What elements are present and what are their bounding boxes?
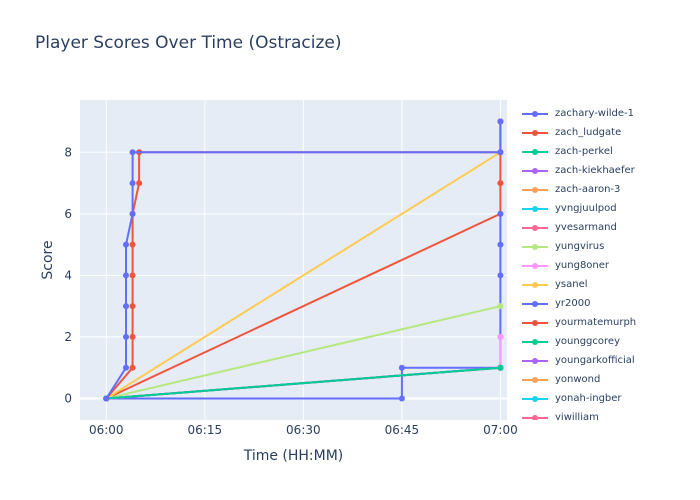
- series-line: [105, 151, 501, 400]
- legend-swatch: [522, 186, 548, 193]
- legend-label: yung8oner: [555, 260, 610, 271]
- legend-label: yungvirus: [555, 241, 605, 252]
- series-zachary-wilde-1[interactable]: [103, 118, 504, 402]
- legend-item[interactable]: ysanel: [520, 275, 698, 294]
- y-tick-label: 2: [64, 330, 72, 344]
- legend-item[interactable]: yonwond: [520, 370, 698, 389]
- legend-item[interactable]: zach-perkel: [520, 142, 698, 161]
- data-point[interactable]: [122, 241, 129, 248]
- data-point[interactable]: [497, 364, 504, 371]
- y-tick-label: 0: [64, 391, 72, 405]
- y-tick-label: 8: [64, 145, 72, 159]
- data-point[interactable]: [497, 118, 504, 125]
- legend-swatch: [522, 243, 548, 250]
- data-point[interactable]: [497, 303, 504, 310]
- legend-item[interactable]: zachary-wilde-1: [520, 104, 698, 123]
- legend-label: zach_ludgate: [555, 127, 622, 138]
- legend-swatch: [522, 110, 548, 117]
- legend-item[interactable]: youngarkofficial: [520, 351, 698, 370]
- x-tick-label: 06:00: [89, 423, 124, 437]
- legend-swatch: [522, 262, 548, 269]
- y-tick-label: 6: [64, 207, 72, 221]
- legend-label: yiwilliam: [555, 412, 599, 420]
- data-point[interactable]: [122, 303, 129, 310]
- data-point[interactable]: [129, 333, 136, 340]
- data-point[interactable]: [129, 241, 136, 248]
- legend-swatch: [522, 281, 548, 288]
- legend-label: yr2000: [555, 298, 591, 309]
- legend-item[interactable]: yourmatemurph: [520, 313, 698, 332]
- chart-title: Player Scores Over Time (Ostracize): [35, 33, 342, 53]
- legend-swatch: [522, 205, 548, 212]
- legend-swatch: [522, 395, 548, 402]
- plot-background: [80, 100, 507, 420]
- x-tick-label: 06:30: [286, 423, 321, 437]
- legend-label: ysanel: [555, 279, 588, 290]
- data-point[interactable]: [497, 180, 504, 187]
- legend-label: youngarkofficial: [555, 355, 635, 366]
- legend-label: zach-perkel: [555, 146, 613, 157]
- data-point[interactable]: [497, 241, 504, 248]
- legend-item[interactable]: zach-kiekhaefer: [520, 161, 698, 180]
- data-point[interactable]: [103, 395, 110, 402]
- series-layer: [103, 118, 504, 402]
- data-point[interactable]: [129, 210, 136, 217]
- legend-item[interactable]: zach-aaron-3: [520, 180, 698, 199]
- series-line: [106, 305, 501, 400]
- legend-swatch: [522, 224, 548, 231]
- legend-item[interactable]: yvngjuulpod: [520, 199, 698, 218]
- tick-labels: 06:00 06:15 06:30 06:45 07:00 0 2 4 6 8: [64, 145, 517, 437]
- data-point[interactable]: [122, 272, 129, 279]
- legend-swatch: [522, 300, 548, 307]
- legend-item[interactable]: zach_ludgate: [520, 123, 698, 142]
- y-axis-title: Score: [40, 240, 56, 279]
- legend-swatch: [522, 148, 548, 155]
- legend-item[interactable]: yonah-ingber: [520, 389, 698, 408]
- legend-label: yourmatemurph: [555, 317, 637, 328]
- legend-swatch: [522, 319, 548, 326]
- legend-swatch: [522, 129, 548, 136]
- legend-item[interactable]: yiwilliam: [520, 408, 698, 420]
- legend-label: younggcorey: [555, 336, 620, 347]
- x-tick-label: 06:15: [188, 423, 223, 437]
- data-point[interactable]: [129, 149, 136, 156]
- data-point[interactable]: [122, 333, 129, 340]
- data-point[interactable]: [398, 395, 405, 402]
- data-point[interactable]: [136, 180, 143, 187]
- legend-swatch: [522, 414, 548, 420]
- legend-item[interactable]: yvesarmand: [520, 218, 698, 237]
- legend[interactable]: zachary-wilde-1 zach_ludgate zach-perkel za…: [520, 104, 698, 420]
- legend-item[interactable]: yungvirus: [520, 237, 698, 256]
- x-axis-title: Time (HH:MM): [243, 448, 344, 464]
- legend-item[interactable]: yung8oner: [520, 256, 698, 275]
- legend-swatch: [522, 167, 548, 174]
- legend-label: yvesarmand: [555, 222, 617, 233]
- legend-label: yonah-ingber: [555, 393, 622, 404]
- x-tick-label: 06:45: [385, 423, 420, 437]
- x-tick-label: 07:00: [483, 423, 518, 437]
- data-point[interactable]: [497, 333, 504, 340]
- data-point[interactable]: [497, 210, 504, 217]
- legend-label: yvngjuulpod: [555, 203, 617, 214]
- legend-item[interactable]: younggcorey: [520, 332, 698, 351]
- legend-label: yonwond: [555, 374, 601, 385]
- series-line: [106, 366, 501, 400]
- data-point[interactable]: [129, 303, 136, 310]
- data-point[interactable]: [129, 272, 136, 279]
- legend-label: zach-aaron-3: [555, 184, 621, 195]
- data-point[interactable]: [122, 364, 129, 371]
- y-tick-label: 4: [64, 268, 72, 282]
- data-point[interactable]: [398, 364, 405, 371]
- data-point[interactable]: [129, 364, 136, 371]
- legend-label: zach-kiekhaefer: [555, 165, 635, 176]
- legend-item[interactable]: yr2000: [520, 294, 698, 313]
- legend-swatch: [522, 357, 548, 364]
- legend-swatch: [522, 376, 548, 383]
- data-point[interactable]: [129, 180, 136, 187]
- data-point[interactable]: [497, 149, 504, 156]
- data-point[interactable]: [497, 272, 504, 279]
- legend-label: zachary-wilde-1: [555, 108, 635, 119]
- legend-swatch: [522, 338, 548, 345]
